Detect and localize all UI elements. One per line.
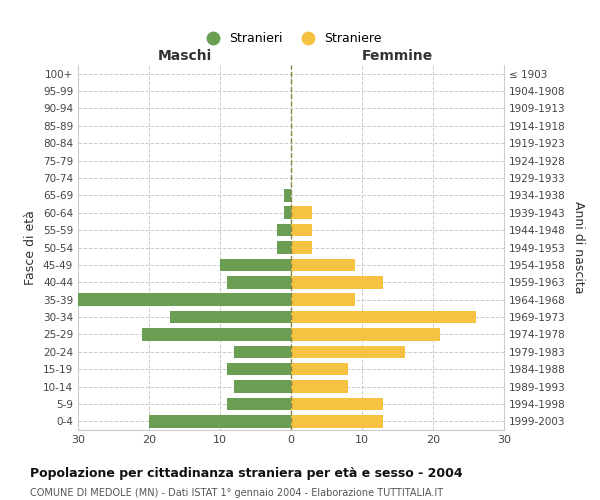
Bar [291,363,348,376]
Bar [149,415,291,428]
Bar [234,380,291,393]
Text: COMUNE DI MEDOLE (MN) - Dati ISTAT 1° gennaio 2004 - Elaborazione TUTTITALIA.IT: COMUNE DI MEDOLE (MN) - Dati ISTAT 1° ge… [30,488,443,498]
Bar [291,294,355,306]
Bar [227,276,291,288]
Bar [220,258,291,271]
Legend: Stranieri, Straniere: Stranieri, Straniere [196,28,386,50]
Bar [291,398,383,410]
Bar [78,294,291,306]
Bar [277,241,291,254]
Bar [277,224,291,236]
Bar [291,276,383,288]
Bar [227,363,291,376]
Y-axis label: Anni di nascita: Anni di nascita [572,201,585,294]
Bar [234,346,291,358]
Bar [291,241,313,254]
Bar [291,415,383,428]
Bar [291,258,355,271]
Bar [291,311,476,324]
Bar [142,328,291,340]
Y-axis label: Fasce di età: Fasce di età [25,210,37,285]
Bar [227,398,291,410]
Bar [291,206,313,219]
Text: Popolazione per cittadinanza straniera per età e sesso - 2004: Popolazione per cittadinanza straniera p… [30,468,463,480]
Bar [291,380,348,393]
Bar [284,189,291,202]
Bar [291,224,313,236]
Bar [170,311,291,324]
Bar [284,206,291,219]
Text: Femmine: Femmine [362,50,433,64]
Text: Maschi: Maschi [157,50,212,64]
Bar [291,328,440,340]
Bar [291,346,404,358]
